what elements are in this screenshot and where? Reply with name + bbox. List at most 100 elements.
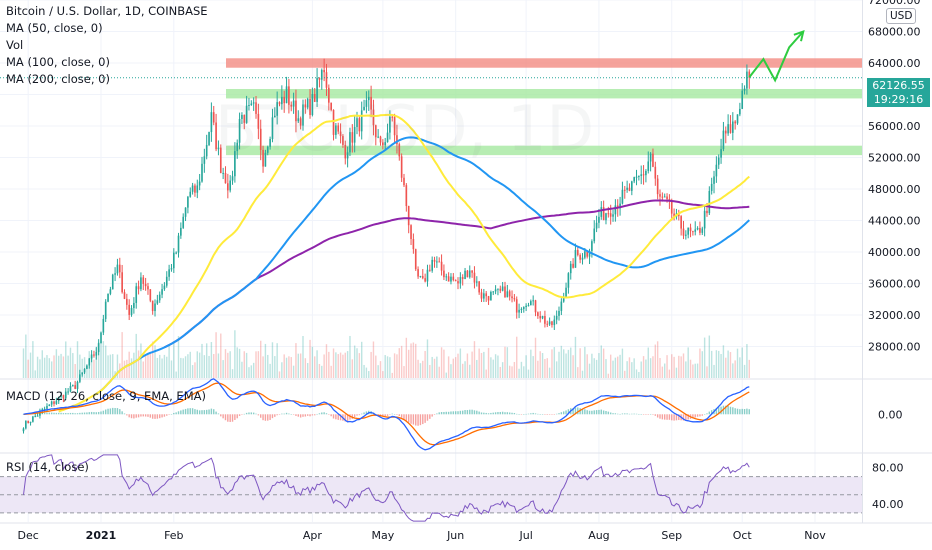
- macd-histogram-bar: [321, 412, 323, 415]
- macd-histogram-bar: [335, 414, 337, 420]
- macd-histogram-bar: [135, 414, 137, 418]
- candle-body: [285, 86, 288, 104]
- macd-histogram-bar: [55, 412, 58, 415]
- macd-histogram-bar: [607, 411, 610, 415]
- candle-body: [241, 114, 243, 119]
- volume-bar: [236, 347, 238, 378]
- candle-body: [717, 157, 720, 165]
- candle-body: [405, 185, 408, 207]
- candle-body: [135, 286, 138, 303]
- macd-histogram-bar: [574, 407, 577, 415]
- macd-label[interactable]: MACD (12, 26, close, 9, EMA, EMA): [6, 389, 206, 403]
- macd-histogram-bar: [407, 414, 410, 423]
- macd-histogram-bar: [72, 412, 74, 415]
- macd-histogram-bar: [156, 414, 159, 419]
- volume-bar: [429, 364, 431, 378]
- candle-body: [245, 105, 248, 123]
- macd-histogram-bar: [39, 412, 41, 415]
- candle-body: [342, 136, 344, 145]
- volume-bar: [349, 335, 351, 378]
- volume-bar: [612, 360, 614, 378]
- legend-ma100[interactable]: MA (100, close, 0): [6, 55, 110, 69]
- volume-bar: [363, 364, 365, 378]
- macd-histogram-bar: [48, 412, 51, 415]
- macd-histogram-bar: [349, 414, 351, 420]
- candle-body: [541, 315, 544, 319]
- candle-body: [121, 272, 123, 293]
- candle-body: [276, 102, 278, 116]
- candle-body: [724, 130, 727, 134]
- chart-title[interactable]: Bitcoin / U.S. Dollar, 1D, COINBASE: [6, 4, 208, 18]
- legend-ma50[interactable]: MA (50, close, 0): [6, 21, 103, 35]
- volume-bar: [292, 365, 295, 378]
- legend-ma200[interactable]: MA (200, close, 0): [6, 72, 110, 86]
- legend-vol[interactable]: Vol: [6, 38, 24, 52]
- candle-body: [372, 109, 375, 126]
- candle-body: [311, 94, 314, 115]
- candle-body: [104, 301, 107, 319]
- volume-bar: [203, 355, 206, 378]
- candle-body: [609, 213, 612, 217]
- volume-bar: [79, 354, 81, 378]
- candle-body: [400, 156, 403, 178]
- macd-histogram-bar: [710, 410, 713, 415]
- macd-histogram-bar: [532, 412, 534, 415]
- volume-bar: [69, 347, 72, 378]
- volume-bar: [457, 353, 459, 378]
- volume-bar: [626, 361, 628, 378]
- macd-histogram-bar: [560, 412, 563, 415]
- candle-body: [288, 86, 290, 105]
- volume-bar: [595, 359, 598, 378]
- macd-histogram-bar: [358, 414, 361, 416]
- macd-histogram-bar: [525, 413, 527, 415]
- candle-body: [450, 276, 452, 282]
- currency-button[interactable]: USD: [886, 8, 917, 24]
- candle-body: [551, 321, 553, 326]
- candle-body: [494, 289, 497, 292]
- volume-bar: [591, 353, 593, 378]
- candle-body: [555, 315, 558, 320]
- volume-bar: [382, 371, 384, 378]
- macd-histogram-bar: [480, 412, 483, 415]
- candle-body: [335, 125, 337, 135]
- macd-histogram-bar: [332, 414, 335, 419]
- candle-body: [699, 227, 701, 233]
- candle-body: [234, 151, 236, 177]
- candle-body: [212, 112, 215, 123]
- macd-histogram-bar: [81, 412, 83, 415]
- volume-bar: [588, 363, 591, 378]
- candle-body: [436, 261, 438, 263]
- candle-body: [62, 395, 65, 399]
- y-tick-label: 52000.00: [868, 152, 921, 165]
- macd-histogram-bar: [224, 414, 227, 421]
- volume-bar: [703, 337, 706, 378]
- volume-bar: [654, 344, 657, 378]
- candle-body: [398, 144, 401, 157]
- macd-histogram-bar: [365, 411, 368, 415]
- volume-bar: [511, 366, 513, 378]
- macd-histogram-bar: [734, 408, 736, 415]
- macd-histogram-bar: [177, 411, 180, 415]
- volume-bar: [734, 360, 736, 378]
- candle-body: [391, 116, 394, 118]
- rsi-label[interactable]: RSI (14, close): [6, 460, 89, 474]
- volume-bar: [123, 360, 126, 378]
- candle-body: [722, 130, 725, 150]
- macd-histogram-bar: [137, 414, 140, 418]
- candle-body: [302, 104, 304, 126]
- volume-bar: [97, 342, 100, 378]
- macd-histogram-bar: [43, 412, 46, 415]
- candle-body: [619, 203, 621, 209]
- volume-bar: [48, 358, 51, 378]
- candle-body: [492, 291, 495, 293]
- volume-bar: [281, 362, 283, 378]
- macd-histogram-bar: [447, 411, 450, 415]
- macd-histogram-bar: [311, 414, 314, 416]
- macd-histogram-bar: [678, 414, 680, 421]
- candle-body: [584, 251, 586, 258]
- macd-histogram-bar: [46, 412, 48, 415]
- candle-body: [243, 114, 246, 123]
- candle-body: [600, 207, 603, 217]
- volume-bar: [290, 357, 292, 378]
